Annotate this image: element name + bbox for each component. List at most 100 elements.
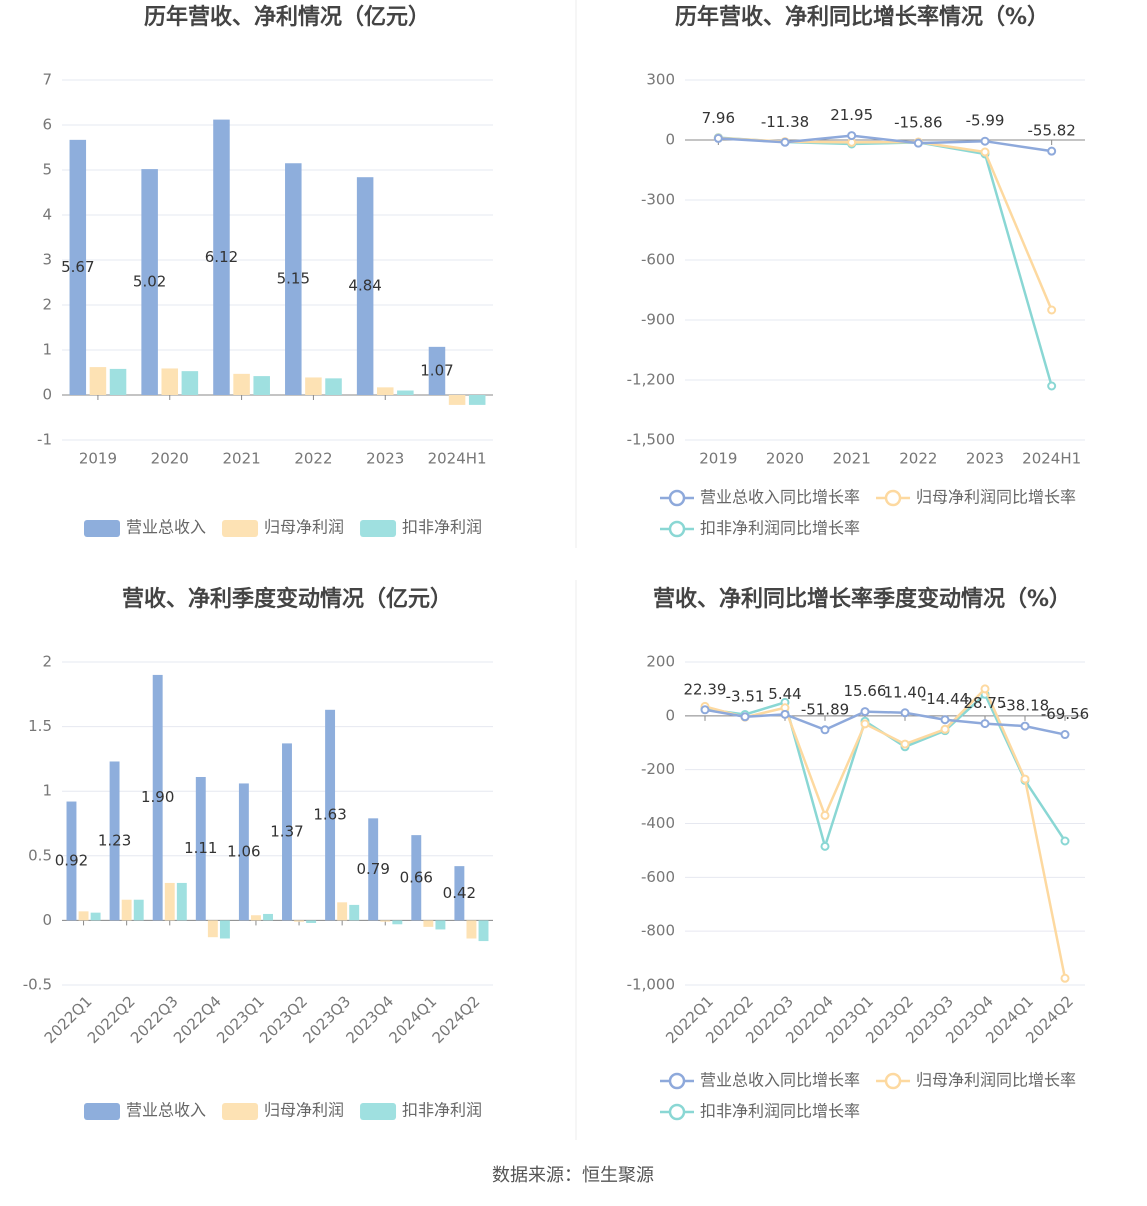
bar [66,801,77,921]
y-tick-label: -1,000 [627,976,675,994]
point [900,708,910,718]
legend-label: 营业总收入 [126,1101,206,1120]
y-tick-label: 0 [42,386,52,404]
data-label: -14.44 [921,690,969,708]
point [820,810,830,820]
bar [468,395,486,405]
data-label: 1.90 [141,788,174,806]
bar [411,835,422,921]
legend-label: 归母净利润 [264,518,344,537]
bar [376,387,394,395]
x-tick-label: 2021 [222,450,260,468]
bar [397,390,414,395]
bar [478,920,489,942]
legend-label: 营业总收入同比增长率 [700,488,860,507]
legend-label: 归母净利润同比增长率 [916,1071,1076,1090]
point [940,724,950,734]
point [860,707,870,717]
data-label: -69.56 [1041,705,1089,723]
point [1060,730,1070,740]
legend-swatch [884,489,902,507]
x-tick-label: 2020 [151,450,189,468]
data-label: -51.89 [801,700,849,718]
legend-label: 归母净利润同比增长率 [916,488,1076,507]
data-label: 1.11 [184,839,217,857]
data-label: 4.84 [348,277,381,295]
bar [356,177,374,395]
point [980,684,990,694]
legend-swatch [360,520,397,537]
point [1060,973,1070,983]
y-tick-label: 0 [42,911,52,929]
bar [133,899,144,921]
point [820,725,830,735]
y-tick-label: -1,500 [627,431,675,449]
x-tick-label: 2022 [899,450,937,468]
y-tick-label: 200 [646,653,675,671]
data-label: 0.42 [443,884,476,902]
legend-swatch [884,1072,902,1090]
legend-swatch [360,1103,397,1120]
y-tick-label: 7 [42,71,52,89]
bar [176,882,187,921]
y-tick-label: 1.5 [28,717,52,735]
bar [207,920,218,938]
y-tick-label: 4 [42,206,52,224]
line [718,136,1053,387]
data-label: 28.75 [964,694,1007,712]
y-tick-label: -400 [641,814,675,832]
data-label: -5.99 [966,112,1005,130]
bar [380,920,391,922]
bar [121,899,132,921]
legend-label: 扣非净利润同比增长率 [700,1102,860,1121]
chart-title: 营收、净利季度变动情况（亿元） [122,586,452,612]
bar [325,378,342,395]
bar [253,376,270,395]
data-label: 21.95 [830,106,873,124]
y-tick-label: -900 [641,311,675,329]
bar [337,902,348,921]
bar [161,368,179,395]
point [1020,774,1030,784]
y-tick-label: 2 [42,653,52,671]
data-label: -11.38 [761,113,809,131]
bar [448,395,466,405]
data-label: 1.07 [420,361,453,379]
x-tick-label: 2020 [766,450,804,468]
legend-swatch [84,1103,120,1120]
point [820,841,830,851]
bar [78,911,89,921]
y-tick-label: 1 [42,782,52,800]
point [980,147,990,157]
y-tick-label: -0.5 [23,976,52,994]
bar [109,368,127,395]
bar [109,761,120,921]
bar [435,920,446,930]
bar [325,709,336,921]
x-tick-label: 2019 [699,450,737,468]
x-tick-label: 2024H1 [428,450,487,468]
point [780,709,790,719]
bar [250,915,261,921]
bar [238,783,249,921]
point [713,133,723,143]
legend-label: 扣非净利润 [402,518,482,537]
chart-title: 营收、净利同比增长率季度变动情况（%） [653,586,1071,612]
point [940,715,950,725]
bar [164,882,175,921]
legend-label: 营业总收入 [126,518,206,537]
y-tick-label: -1 [37,431,52,449]
bar [69,139,87,395]
data-label: 1.06 [227,842,260,860]
y-tick-label: -300 [641,191,675,209]
data-label: 5.15 [277,270,310,288]
point [980,719,990,729]
data-label: 5.44 [768,685,801,703]
data-label: 5.02 [133,273,166,291]
line [718,136,1053,311]
point [780,137,790,147]
y-tick-label: 1 [42,341,52,359]
point [980,136,990,146]
bar [454,866,465,921]
data-label: 0.79 [356,860,389,878]
